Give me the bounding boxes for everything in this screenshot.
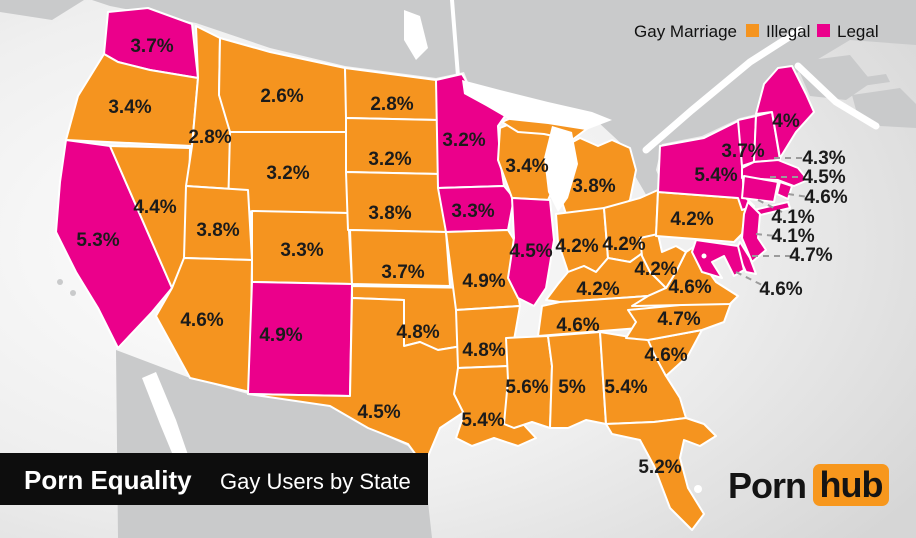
state-label-kentucky: 4.2% — [576, 279, 619, 300]
channel-island-1 — [57, 279, 63, 285]
state-new-jersey — [741, 201, 767, 263]
state-label-kansas: 3.7% — [381, 262, 424, 283]
state-kansas — [349, 229, 451, 287]
state-label-louisiana: 5.4% — [461, 410, 504, 431]
legend-title: Gay Marriage — [634, 22, 737, 41]
state-new-york — [657, 119, 755, 211]
legend-label-legal: Legal — [837, 22, 879, 41]
logo-badge — [813, 464, 889, 506]
state-maine — [755, 65, 815, 159]
title-bar: Porn Equality Gay Users by State — [0, 453, 428, 505]
state-label-vermont: 3.7% — [721, 141, 764, 162]
state-west-virginia — [639, 233, 687, 289]
vancouver-island — [0, 0, 84, 20]
state-label-tennessee: 4.6% — [556, 315, 599, 336]
state-label-oklahoma: 4.8% — [396, 322, 439, 343]
legend: Gay Marriage Illegal Legal — [634, 22, 879, 41]
state-label-texas: 4.5% — [357, 402, 400, 423]
state-label-wyoming: 3.2% — [266, 163, 309, 184]
states-layer — [55, 7, 815, 531]
state-illinois — [507, 197, 555, 307]
state-iowa — [437, 185, 515, 233]
state-label-missouri: 4.9% — [462, 271, 505, 292]
washington-dc-dot — [701, 253, 707, 259]
state-label-mississippi: 5.6% — [505, 377, 548, 398]
state-label-nevada: 4.4% — [133, 197, 176, 218]
state-label-illinois: 4.5% — [509, 241, 552, 262]
state-label-south-carolina: 4.6% — [644, 345, 687, 366]
infographic-title: Porn Equality — [24, 465, 192, 495]
lake-okeechobee — [694, 485, 702, 493]
legend-swatch-illegal — [746, 24, 759, 37]
state-label-washington: 3.7% — [130, 36, 173, 57]
callout-line-connecticut — [757, 199, 783, 213]
state-label-ohio: 4.2% — [602, 234, 645, 255]
state-florida — [605, 417, 717, 531]
state-label-arkansas: 4.8% — [462, 340, 505, 361]
state-label-indiana: 4.2% — [555, 236, 598, 257]
logo-text-porn: Porn — [728, 465, 806, 506]
canada-landmass — [92, 0, 916, 198]
lake-winnipeg — [404, 10, 428, 60]
state-label-pennsylvania: 4.2% — [670, 209, 713, 230]
state-label-north-carolina: 4.7% — [657, 309, 700, 330]
state-label-arizona: 4.6% — [180, 310, 223, 331]
state-label-florida: 5.2% — [638, 457, 681, 478]
channel-island-2 — [70, 290, 76, 296]
state-label-utah: 3.8% — [196, 220, 239, 241]
legend-swatch-legal — [817, 24, 830, 37]
infographic-subtitle: Gay Users by State — [220, 469, 411, 494]
st-lawrence-river — [642, 26, 804, 154]
state-maryland — [691, 239, 745, 279]
title-bar-background — [0, 453, 428, 505]
state-label-oregon: 3.4% — [108, 97, 151, 118]
state-label-south-dakota: 3.2% — [368, 149, 411, 170]
lake-superior — [462, 80, 612, 130]
callout-label-delaware: 4.7% — [789, 245, 832, 266]
callout-label-new-hampshire: 4.3% — [802, 148, 845, 169]
state-label-montana: 2.6% — [260, 86, 303, 107]
state-label-new-mexico: 4.9% — [259, 325, 302, 346]
state-label-idaho: 2.8% — [188, 127, 231, 148]
callout-lines — [735, 157, 809, 287]
bay-of-fundy — [794, 62, 880, 130]
state-connecticut — [741, 175, 779, 203]
prince-edward-island — [858, 74, 890, 86]
callout-label-rhode-island: 4.6% — [804, 187, 847, 208]
callout-label-connecticut: 4.1% — [771, 207, 814, 228]
callout-line-new-jersey — [755, 233, 777, 237]
state-texas — [247, 297, 465, 467]
state-label-california: 5.3% — [76, 230, 119, 251]
callout-line-maryland — [735, 271, 765, 287]
state-label-north-dakota: 2.8% — [370, 94, 413, 115]
state-label-colorado: 3.3% — [280, 240, 323, 261]
new-brunswick — [795, 55, 872, 100]
state-label-iowa: 3.3% — [451, 201, 494, 222]
callout-label-massachusetts: 4.5% — [802, 167, 845, 188]
state-arizona — [155, 257, 253, 393]
callout-label-new-jersey: 4.1% — [771, 226, 814, 247]
state-label-alabama: 5% — [558, 377, 586, 398]
state-label-wisconsin: 3.4% — [505, 156, 548, 177]
state-value-labels: 3.7% 3.4% 5.3% 4.4% 2.8% 2.6% 3.2% 3.8% … — [76, 36, 847, 478]
state-label-new-york: 5.4% — [694, 165, 737, 186]
lake-michigan — [544, 126, 578, 212]
callout-line-rhode-island — [787, 193, 809, 198]
state-label-minnesota: 3.2% — [442, 130, 485, 151]
pornhub-logo: Porn hub — [728, 464, 889, 506]
water-features-north — [404, 0, 880, 154]
logo-text-hub: hub — [820, 464, 883, 505]
red-river — [450, 0, 460, 78]
callout-label-maryland: 4.6% — [759, 279, 802, 300]
legend-label-illegal: Illegal — [766, 22, 810, 41]
state-label-michigan: 3.8% — [572, 176, 615, 197]
state-label-nebraska: 3.8% — [368, 203, 411, 224]
state-label-maine: 4% — [772, 111, 800, 132]
state-label-georgia: 5.4% — [604, 377, 647, 398]
state-label-west-virginia: 4.2% — [634, 259, 677, 280]
state-label-virginia: 4.6% — [668, 277, 711, 298]
